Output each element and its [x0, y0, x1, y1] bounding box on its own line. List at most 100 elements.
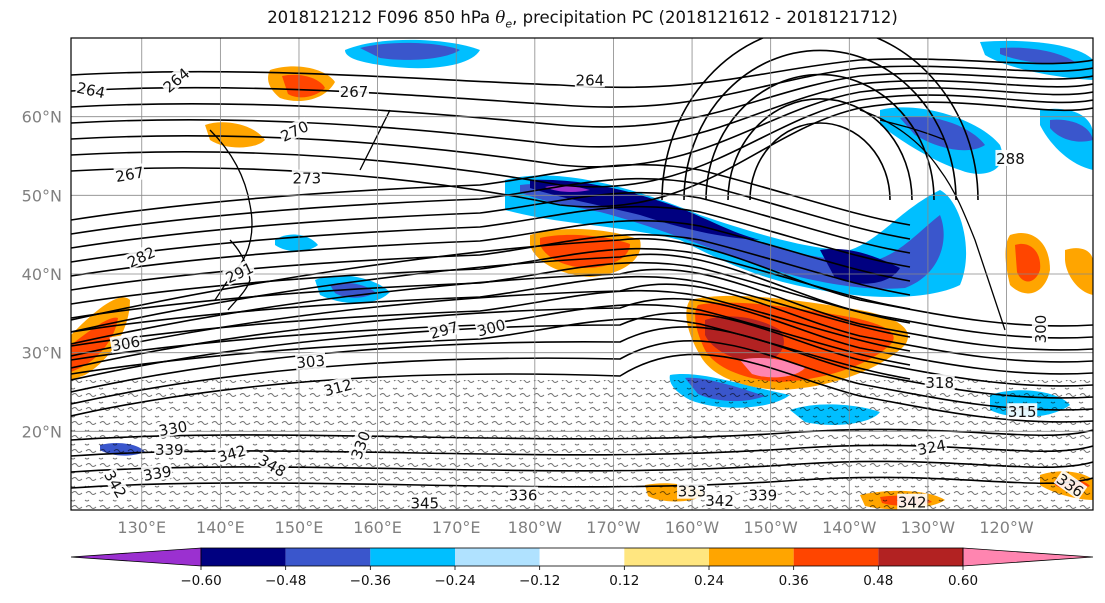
- colorbar-tick-label: 0.24: [694, 573, 724, 589]
- contour-label-text: 339: [155, 441, 184, 459]
- colorbar-segment: [878, 548, 963, 566]
- contour-label-text: 345: [410, 494, 439, 512]
- chart-title: 2018121212 F096 850 hPa θe, precipitatio…: [267, 8, 898, 31]
- contour-label: 300: [474, 315, 508, 341]
- lon-tick-label: 170°E: [432, 518, 481, 537]
- lon-tick-label: 160°E: [353, 518, 402, 537]
- contour-label: 336: [508, 486, 539, 505]
- contour-label-bg: [574, 71, 605, 88]
- lon-tick-label: 120°W: [979, 518, 1034, 537]
- neg-band-core: [530, 179, 760, 240]
- contour-label: 264: [574, 71, 605, 89]
- longitude-tick-labels: 130°E 140°E 150°E 160°E 170°E 180°W 170°W 160°W…: [117, 518, 1033, 537]
- theta-e-contour: [71, 303, 911, 366]
- theta-e-contour: [71, 289, 911, 352]
- contour-label: 342: [704, 492, 735, 510]
- theta-e-contour: [71, 238, 1093, 327]
- contour-label-bg: [154, 441, 185, 457]
- colorbar-extend-max: [962, 547, 1094, 567]
- contour-label-text: 324: [916, 436, 947, 459]
- lon-tick-label: 130°W: [901, 518, 956, 537]
- contour-label-text: 264: [576, 71, 605, 89]
- map-frame: [70, 37, 1094, 511]
- theta-e-contour: [71, 297, 1093, 375]
- gridlines: [71, 38, 1093, 510]
- colorbar-segment: [455, 548, 540, 566]
- contour-label-bg: [123, 242, 158, 271]
- lon-tick-label: 150°E: [275, 518, 324, 537]
- contour-label: 306: [109, 332, 142, 355]
- theta-e-contour: [71, 261, 911, 324]
- lon-tick-label: 140°W: [822, 518, 877, 537]
- contour-label-bg: [747, 486, 778, 503]
- contour-label-bg: [474, 315, 508, 339]
- colorbar-tick-label: −0.36: [350, 573, 391, 589]
- contour-label-bg: [255, 450, 290, 480]
- lon-tick-label: 150°W: [743, 518, 798, 537]
- contour-label-bg: [347, 427, 373, 462]
- colorbar-outline: [200, 547, 964, 567]
- colorbar-tick-label: 0.48: [863, 573, 893, 589]
- contour-label-bg: [140, 462, 174, 484]
- coast-kamchatka: [359, 109, 391, 171]
- contour-label-text: 303: [296, 352, 326, 372]
- lat-tick-label: 30°N: [22, 344, 62, 363]
- colorbar-segment: [624, 548, 709, 566]
- theta-e-contour: [71, 205, 911, 268]
- contour-label-text: 342: [705, 492, 734, 510]
- contour-label: 318: [924, 374, 955, 392]
- colorbar-segment: [285, 548, 371, 566]
- contour-label-bg: [277, 116, 312, 145]
- contour-label-text: 339: [748, 487, 777, 505]
- contour-label-text: 315: [1008, 403, 1037, 421]
- contour-label: 273: [291, 169, 322, 188]
- contour-label-text: 318: [925, 374, 954, 392]
- colorbar-segment: [370, 548, 455, 566]
- colorbar-segment: [539, 548, 625, 566]
- coast-japan: [227, 239, 251, 311]
- contour-label-bg: [156, 417, 190, 439]
- theta-e-contour: [71, 268, 1093, 351]
- latitude-tick-labels: 20°N 30°N 40°N 50°N 60°N: [22, 108, 62, 442]
- contour-label: 324: [915, 436, 948, 459]
- contour-label: 339: [747, 486, 778, 505]
- contour-label: 339: [140, 462, 174, 485]
- lon-tick-label: 140°E: [196, 518, 245, 537]
- contour-label-text: 339: [142, 462, 173, 485]
- colorbar-segment: [201, 548, 286, 566]
- lat-tick-label: 20°N: [22, 422, 62, 441]
- contour-label-bg: [704, 492, 735, 509]
- contour-label: 330: [156, 417, 190, 440]
- theta-e-contour: [705, 73, 935, 201]
- coast-namerica: [859, 109, 1006, 331]
- theta-e-contour: [749, 122, 891, 201]
- theta-e-contour: [71, 65, 1093, 108]
- pos-east2: [1065, 248, 1093, 295]
- contour-label-bg: [897, 493, 928, 510]
- contour-label: 342: [897, 493, 928, 510]
- contour-label-bg: [113, 163, 146, 185]
- colorbar-tick-label: −0.24: [434, 573, 475, 589]
- contour-label-text: 264: [75, 79, 107, 103]
- lon-tick-label: 130°E: [117, 518, 166, 537]
- contour-label-text: 330: [157, 417, 188, 440]
- theta-e-contour: [71, 72, 1093, 128]
- contour-label: 267: [339, 83, 370, 101]
- contour-label-bg: [101, 466, 131, 501]
- contour-label-bg: [1053, 469, 1088, 500]
- coast-alaska: [879, 119, 946, 141]
- contour-label-text: 267: [340, 83, 369, 101]
- contour-label-text: 336: [509, 487, 538, 505]
- contour-label: 303: [294, 351, 327, 372]
- contour-label-text: 288: [996, 150, 1025, 168]
- colorbar-segment: [709, 548, 794, 566]
- contour-label-bg: [508, 486, 539, 503]
- contour-label-bg: [409, 494, 440, 510]
- pos-east-inner: [1015, 243, 1041, 282]
- contour-label-bg: [924, 374, 955, 391]
- contour-label-bg: [915, 436, 948, 458]
- theta-e-contour: [727, 98, 913, 201]
